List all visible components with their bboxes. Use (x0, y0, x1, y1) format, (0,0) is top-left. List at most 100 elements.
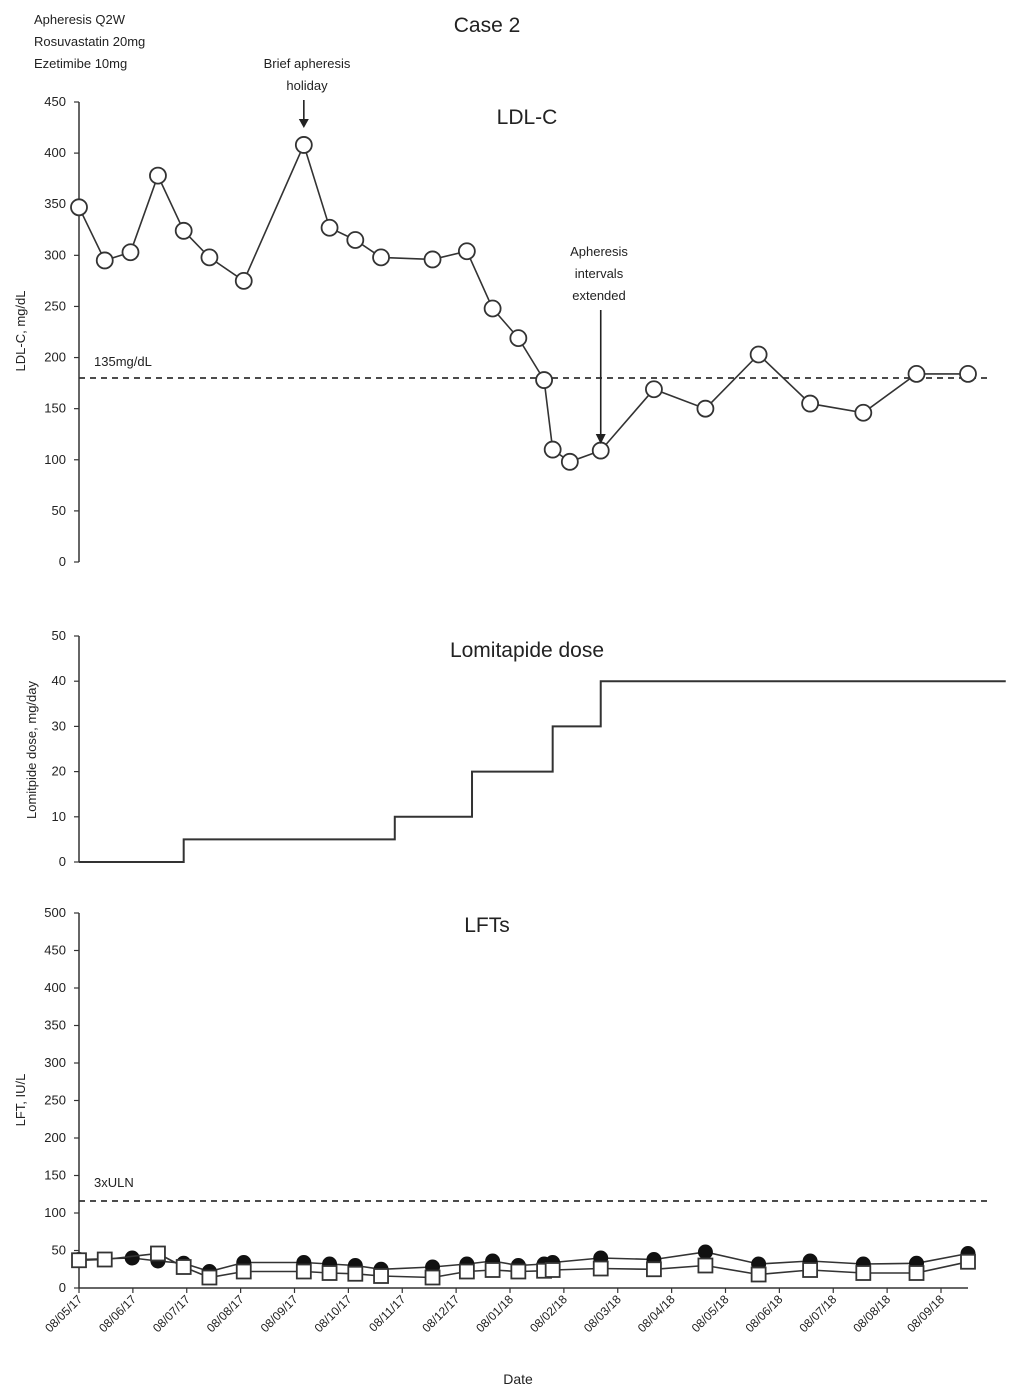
data-point (96, 1251, 113, 1268)
y-tick-label: 350 (44, 196, 66, 211)
data-point (697, 1244, 713, 1260)
y-tick-label: 100 (44, 452, 66, 467)
dose-y-axis-label: Lomitpide dose, mg/day (24, 680, 39, 819)
x-tick-label: 08/09/18 (904, 1292, 947, 1335)
x-axis-label: Date (503, 1371, 533, 1387)
y-tick-label: 30 (52, 718, 66, 733)
data-point (121, 243, 140, 262)
y-tick-label: 100 (44, 1205, 66, 1220)
x-tick-label: 08/08/18 (850, 1292, 893, 1335)
x-tick-label: 08/05/17 (42, 1292, 85, 1335)
data-point (372, 248, 390, 267)
x-tick-label: 08/04/18 (635, 1292, 678, 1335)
y-tick-label: 300 (44, 247, 66, 262)
data-point (149, 166, 167, 185)
data-point (320, 218, 339, 237)
x-axis-tick-labels: 08/05/17 08/06/17 08/07/17 08/08/17 08/09/17… (42, 1292, 947, 1335)
data-point (535, 371, 553, 389)
data-point (592, 1260, 609, 1277)
y-tick-label: 50 (52, 628, 66, 643)
data-point (295, 1263, 312, 1280)
data-point (509, 329, 528, 348)
figure-header: Case 2 Apheresis Q2W Rosuvastatin 20mg E… (34, 12, 520, 71)
x-tick-label: 08/01/18 (473, 1292, 516, 1335)
y-tick-label: 150 (44, 1168, 66, 1183)
interval-annotation-line-3: extended (572, 288, 626, 303)
data-point (200, 248, 219, 267)
x-tick-label: 08/03/18 (581, 1292, 624, 1335)
data-point (321, 1265, 338, 1281)
x-tick-label: 08/06/17 (96, 1292, 139, 1335)
data-point (854, 403, 873, 422)
x-tick-label: 08/07/18 (796, 1292, 839, 1335)
dose-panel-title: Lomitapide dose (450, 639, 604, 662)
interval-annotation-line-2: intervals (575, 266, 624, 281)
data-point (646, 1261, 662, 1278)
y-tick-label: 0 (59, 1280, 66, 1295)
holiday-annotation-line-2: holiday (286, 78, 328, 93)
data-point (959, 365, 977, 383)
dose-step-line (79, 680, 1006, 863)
data-point (696, 399, 715, 418)
holiday-arrow-head (298, 119, 309, 128)
data-point (150, 1245, 166, 1262)
data-point (174, 221, 193, 240)
x-tick-label: 08/02/18 (527, 1292, 570, 1335)
y-tick-label: 200 (44, 1130, 66, 1145)
data-point (801, 394, 820, 413)
x-tick-label: 08/11/17 (366, 1292, 409, 1335)
y-tick-label: 300 (44, 1055, 66, 1070)
data-point (750, 1266, 767, 1283)
y-tick-label: 200 (44, 350, 66, 365)
data-point (543, 440, 562, 459)
data-point (960, 1253, 976, 1270)
interval-annotation-line-1: Apheresis (570, 244, 628, 259)
data-point (175, 1259, 192, 1275)
y-tick-label: 450 (44, 943, 66, 958)
x-tick-label: 08/06/18 (743, 1292, 786, 1335)
data-point (70, 198, 88, 217)
lft-panel-title: LFTs (464, 914, 510, 937)
x-tick-label: 08/12/17 (419, 1292, 462, 1335)
data-point (855, 1265, 872, 1281)
y-tick-label: 400 (44, 980, 66, 995)
x-tick-label: 08/08/17 (204, 1292, 247, 1335)
y-tick-label: 40 (52, 673, 66, 688)
data-point (201, 1269, 218, 1286)
data-point (124, 1250, 140, 1266)
y-tick-label: 50 (52, 503, 66, 518)
data-point (749, 345, 768, 364)
data-point (423, 250, 442, 269)
data-point (373, 1268, 389, 1284)
y-tick-label: 450 (44, 94, 66, 109)
data-point (234, 271, 253, 290)
data-point (483, 299, 502, 318)
y-tick-label: 350 (44, 1018, 66, 1033)
y-tick-label: 20 (52, 764, 66, 779)
data-point (802, 1262, 819, 1278)
data-point (424, 1269, 441, 1286)
data-point (294, 136, 313, 154)
lft-threshold-label: 3xULN (94, 1175, 134, 1190)
y-tick-label: 250 (44, 298, 66, 313)
data-point (346, 231, 365, 249)
data-point (544, 1262, 561, 1278)
data-point (908, 1265, 925, 1281)
data-point (95, 251, 114, 270)
regimen-line-3: Ezetimibe 10mg (34, 56, 127, 71)
data-point (457, 242, 476, 261)
y-tick-label: 400 (44, 145, 66, 160)
y-tick-label: 50 (52, 1243, 66, 1258)
holiday-annotation-line-1: Brief apheresis (264, 56, 351, 71)
data-point (458, 1263, 475, 1280)
x-tick-label: 08/05/18 (689, 1292, 732, 1335)
data-point (907, 365, 926, 383)
y-tick-label: 0 (59, 554, 66, 569)
lft-panel: LFTs LFT, IU/L 3xULN 0 50 100 150 200 250 300 3… (13, 905, 990, 1295)
data-point (591, 441, 610, 460)
regimen-line-1: Apheresis Q2W (34, 12, 126, 27)
y-tick-label: 250 (44, 1093, 66, 1108)
ldl-threshold-label: 135mg/dL (94, 354, 152, 369)
x-tick-label: 08/09/17 (258, 1292, 301, 1335)
